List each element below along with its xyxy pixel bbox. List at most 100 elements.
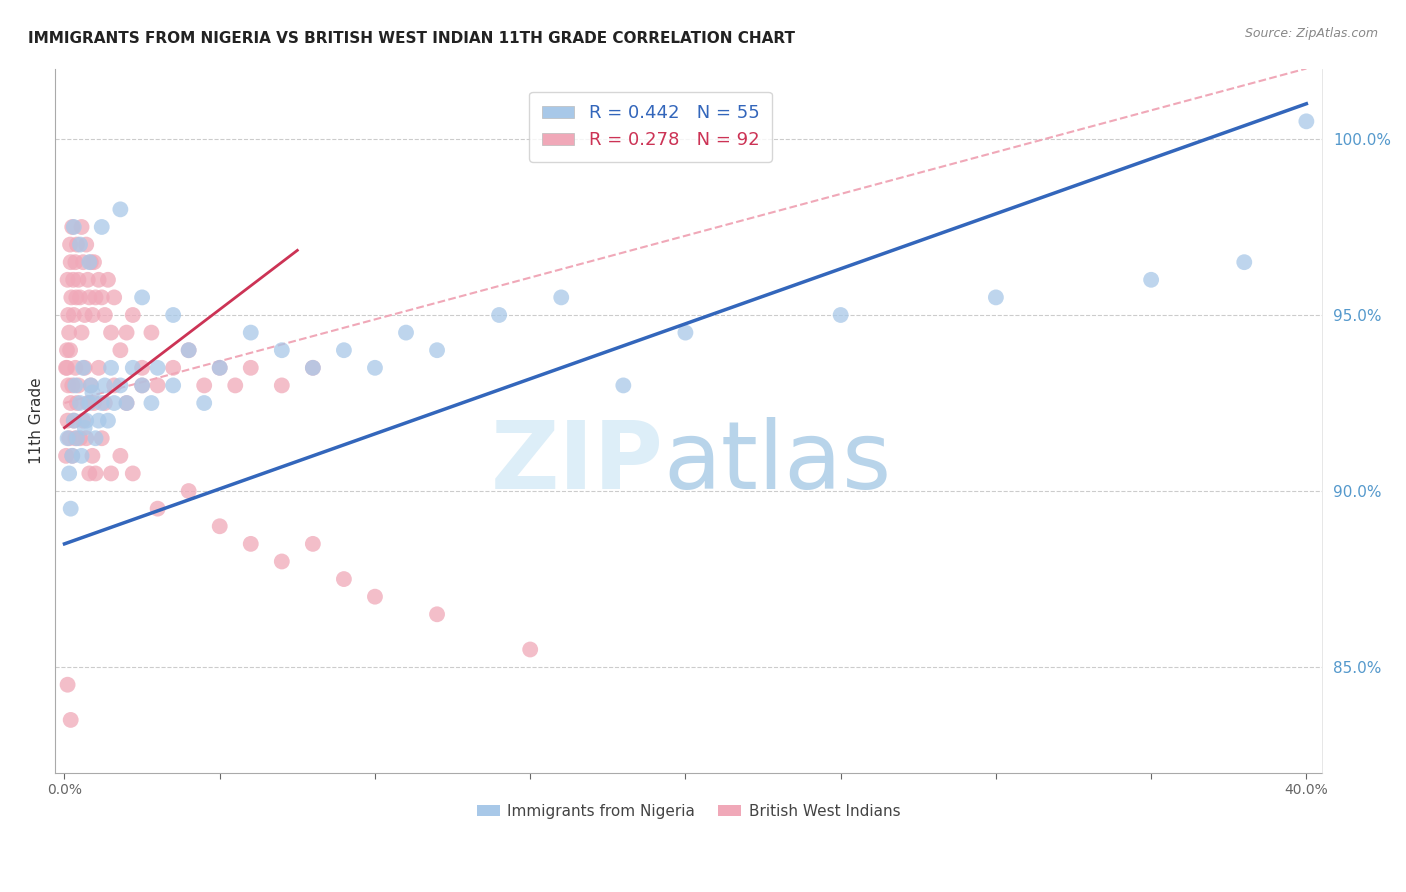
Point: [239, 326, 262, 340]
Point: [65, 290, 87, 304]
Point: [70, 449, 93, 463]
Point: [59, 237, 82, 252]
Point: [65, 255, 87, 269]
Point: [830, 308, 852, 322]
Point: [100, 326, 122, 340]
Point: [65, 431, 87, 445]
Point: [177, 343, 200, 358]
Point: [302, 360, 325, 375]
Point: [66, 237, 89, 252]
Point: [58, 308, 80, 322]
Point: [67, 378, 90, 392]
Point: [67, 273, 90, 287]
Point: [177, 484, 200, 499]
Point: [90, 219, 112, 234]
Point: [426, 343, 449, 358]
Point: [75, 431, 97, 445]
Point: [103, 396, 125, 410]
Point: [69, 237, 91, 252]
Point: [426, 607, 449, 622]
Point: [115, 326, 138, 340]
Point: [69, 431, 91, 445]
Point: [76, 273, 98, 287]
Point: [56, 678, 79, 692]
Text: IMMIGRANTS FROM NIGERIA VS BRITISH WEST INDIAN 11TH GRADE CORRELATION CHART: IMMIGRANTS FROM NIGERIA VS BRITISH WEST …: [28, 31, 796, 46]
Point: [100, 467, 122, 481]
Point: [110, 202, 132, 217]
Point: [270, 343, 292, 358]
Point: [76, 396, 98, 410]
Point: [193, 378, 215, 392]
Point: [79, 290, 101, 304]
Point: [115, 396, 138, 410]
Point: [73, 308, 96, 322]
Point: [162, 308, 184, 322]
Point: [62, 273, 84, 287]
Point: [70, 326, 93, 340]
Point: [82, 385, 104, 400]
Point: [131, 378, 153, 392]
Point: [302, 360, 325, 375]
Point: [333, 343, 356, 358]
Point: [984, 290, 1007, 304]
Text: ZIP: ZIP: [491, 417, 664, 508]
Point: [519, 642, 541, 657]
Point: [162, 360, 184, 375]
Point: [162, 378, 184, 392]
Point: [302, 537, 325, 551]
Point: [94, 378, 117, 392]
Point: [55, 449, 77, 463]
Point: [60, 290, 83, 304]
Point: [97, 273, 120, 287]
Point: [80, 378, 103, 392]
Point: [146, 360, 169, 375]
Point: [224, 378, 246, 392]
Point: [56, 414, 79, 428]
Text: Source: ZipAtlas.com: Source: ZipAtlas.com: [1244, 27, 1378, 40]
Point: [208, 519, 231, 533]
Point: [208, 360, 231, 375]
Point: [239, 360, 262, 375]
Point: [62, 219, 84, 234]
Point: [177, 343, 200, 358]
Point: [110, 378, 132, 392]
Point: [60, 378, 83, 392]
Point: [141, 326, 163, 340]
Point: [333, 572, 356, 586]
Point: [62, 414, 84, 428]
Point: [60, 219, 83, 234]
Point: [488, 308, 510, 322]
Point: [84, 431, 107, 445]
Point: [72, 360, 94, 375]
Point: [675, 326, 697, 340]
Point: [79, 255, 101, 269]
Point: [59, 343, 82, 358]
Point: [103, 378, 125, 392]
Point: [82, 308, 104, 322]
Point: [103, 290, 125, 304]
Point: [56, 273, 79, 287]
Point: [208, 360, 231, 375]
Point: [146, 378, 169, 392]
Y-axis label: 11th Grade: 11th Grade: [30, 377, 44, 464]
Point: [59, 713, 82, 727]
Point: [612, 378, 634, 392]
Point: [80, 378, 103, 392]
Point: [55, 360, 77, 375]
Point: [69, 396, 91, 410]
Point: [90, 396, 112, 410]
Point: [239, 537, 262, 551]
Point: [270, 554, 292, 568]
Point: [87, 273, 110, 287]
Point: [87, 414, 110, 428]
Point: [56, 431, 79, 445]
Point: [62, 414, 84, 428]
Point: [1233, 255, 1256, 269]
Legend: Immigrants from Nigeria, British West Indians: Immigrants from Nigeria, British West In…: [471, 797, 907, 825]
Point: [58, 431, 80, 445]
Point: [100, 360, 122, 375]
Point: [75, 237, 97, 252]
Point: [84, 290, 107, 304]
Point: [550, 290, 572, 304]
Point: [72, 414, 94, 428]
